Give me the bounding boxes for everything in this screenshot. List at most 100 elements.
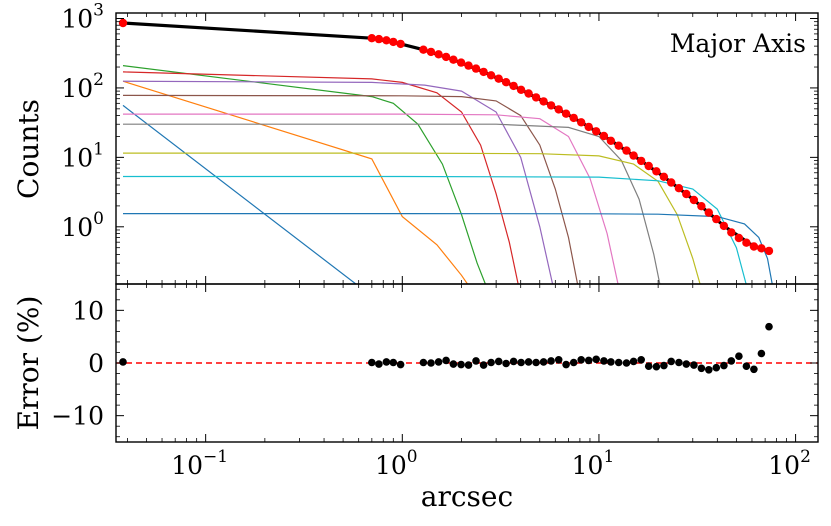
data-point — [629, 151, 638, 160]
data-point — [374, 34, 384, 44]
residual-point — [637, 356, 645, 364]
residual-point — [705, 366, 713, 374]
residual-point — [479, 361, 488, 369]
residual-point — [690, 361, 698, 369]
residual-point — [577, 356, 585, 364]
y-tick-label: 0 — [88, 349, 104, 378]
residual-point — [652, 362, 661, 371]
residual-point — [396, 360, 405, 369]
residual-point — [119, 358, 127, 366]
component-line-8 — [123, 123, 661, 284]
y-tick-label: 102 — [61, 70, 104, 103]
x-tick-label: 100 — [375, 447, 418, 480]
residual-point — [368, 358, 376, 367]
residual-point — [562, 360, 570, 369]
residual-point — [434, 358, 443, 366]
data-points — [118, 18, 774, 256]
data-point — [674, 184, 684, 193]
x-tick-label: 10−1 — [171, 447, 228, 480]
residual-point — [720, 361, 728, 370]
residual-point — [600, 357, 608, 365]
data-point — [667, 178, 676, 187]
data-point — [516, 85, 526, 95]
residual-point — [682, 360, 691, 368]
data-point — [682, 189, 691, 199]
component-line-2 — [122, 80, 469, 284]
data-point — [622, 146, 631, 155]
residual-point — [547, 357, 555, 365]
data-point — [689, 195, 699, 205]
x-tick-exponent: 1 — [603, 447, 614, 467]
x-tick-label: 102 — [768, 447, 811, 480]
residual-point — [554, 356, 563, 364]
data-point — [501, 78, 511, 87]
data-point — [592, 127, 601, 136]
y-tick-label: 103 — [61, 0, 104, 33]
x-tick-label: 101 — [572, 447, 615, 480]
y-tick-label: 100 — [61, 209, 104, 242]
residual-point — [735, 352, 743, 361]
component-line-9 — [123, 152, 701, 284]
data-point — [367, 34, 376, 43]
y-tick-exponent: 3 — [93, 0, 104, 20]
y-tick-label: 101 — [61, 139, 104, 172]
residual-point — [539, 358, 548, 366]
residual-point — [389, 358, 398, 367]
component-line-3 — [122, 65, 487, 284]
residual-point — [667, 357, 675, 366]
data-point — [441, 52, 451, 62]
residual-point — [584, 356, 593, 365]
residual-point — [442, 356, 450, 365]
data-point — [389, 37, 398, 47]
data-point — [471, 64, 481, 73]
data-point — [606, 136, 616, 145]
data-point — [531, 93, 541, 102]
top-panel: 100 101 102 103 Major Axis Counts — [12, 0, 819, 285]
component-curves — [122, 65, 773, 284]
data-point — [456, 58, 466, 67]
residual-point — [607, 358, 615, 366]
data-point — [712, 214, 721, 224]
data-point — [734, 233, 744, 243]
residual-point — [697, 364, 706, 373]
data-point — [644, 161, 653, 171]
residual-point — [487, 358, 495, 367]
data-point — [539, 97, 548, 106]
major-axis-annotation: Major Axis — [670, 29, 806, 58]
component-line-4 — [122, 71, 519, 284]
data-point — [494, 74, 503, 83]
residual-point — [494, 357, 503, 366]
data-point — [652, 167, 661, 176]
data-point — [599, 131, 609, 141]
residual-point — [457, 360, 465, 369]
data-point — [554, 105, 563, 114]
residual-point — [532, 358, 540, 367]
data-point — [749, 242, 759, 251]
residual-point — [502, 359, 510, 368]
residual-point — [622, 359, 631, 367]
data-point — [704, 208, 713, 217]
top-y-axis-label: Counts — [12, 99, 45, 199]
data-point — [659, 172, 669, 181]
residual-point — [382, 358, 391, 366]
component-line-10 — [123, 175, 747, 284]
data-point — [479, 67, 488, 77]
data-point — [577, 118, 586, 127]
residual-point — [765, 322, 773, 331]
residual-point — [712, 363, 721, 372]
residual-points — [119, 322, 773, 374]
x-axis-label: arcsec — [421, 480, 513, 513]
data-point — [697, 202, 706, 211]
data-point — [546, 101, 556, 110]
residual-point — [419, 358, 428, 367]
residual-point — [517, 358, 525, 367]
residual-point — [750, 365, 758, 374]
residual-point — [660, 361, 668, 370]
data-point — [509, 81, 518, 91]
data-point — [486, 71, 496, 80]
data-point — [426, 47, 436, 57]
y-tick-label: 10 — [72, 296, 104, 325]
